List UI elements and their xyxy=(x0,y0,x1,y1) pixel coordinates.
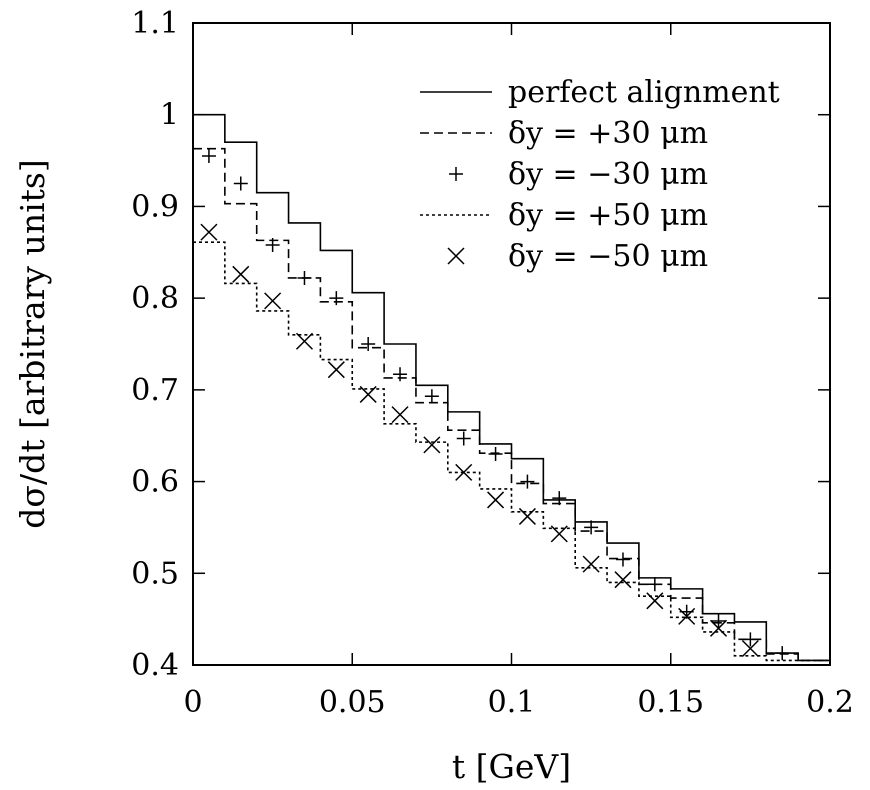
y-axis-label: dσ/dt [arbitrary units] xyxy=(13,159,52,528)
data-point xyxy=(201,148,216,163)
y-tick-label: 1.1 xyxy=(131,6,179,41)
y-tick-label: 0.7 xyxy=(131,373,179,408)
legend: perfect alignment δy = +30 μm δy = −30 μm δ… xyxy=(420,75,780,274)
x-tick-label: 0 xyxy=(183,685,202,720)
data-point xyxy=(552,491,567,506)
series-3 xyxy=(201,148,790,661)
data-point xyxy=(775,646,790,661)
y-tick-label: 0.8 xyxy=(131,281,179,316)
series-1 xyxy=(193,113,830,662)
data-point xyxy=(265,237,280,252)
data-point xyxy=(743,632,758,647)
x-tick-label: 0.1 xyxy=(488,685,536,720)
legend-label: δy = −50 μm xyxy=(508,239,708,274)
data-point xyxy=(359,385,377,403)
legend-entry: δy = +30 μm xyxy=(420,116,708,151)
x-tick-label: 0.2 xyxy=(806,685,854,720)
series-4 xyxy=(193,241,830,662)
legend-label: δy = +50 μm xyxy=(508,198,708,233)
data-point xyxy=(327,361,345,379)
data-point xyxy=(361,337,376,351)
data-point xyxy=(232,265,250,283)
data-point xyxy=(584,520,599,535)
data-point xyxy=(393,367,408,382)
y-tick-label: 0.4 xyxy=(131,648,179,683)
data-point xyxy=(741,639,759,658)
y-tick-label: 0.6 xyxy=(131,465,179,500)
legend-marker-swatch xyxy=(447,247,465,265)
legend-marker-swatch xyxy=(449,167,463,181)
data-point xyxy=(423,436,441,454)
data-point xyxy=(614,571,632,589)
x-tick-label: 0.05 xyxy=(319,685,386,720)
series-step-line xyxy=(193,241,830,662)
legend-entry: δy = +50 μm xyxy=(420,198,708,233)
data-point xyxy=(297,270,312,285)
data-point xyxy=(200,223,218,241)
data-point xyxy=(582,555,600,573)
series-step-line xyxy=(193,113,830,662)
data-point xyxy=(647,577,662,592)
data-point xyxy=(488,447,503,462)
legend-entry: δy = −50 μm xyxy=(447,239,708,274)
legend-label: δy = +30 μm xyxy=(508,116,708,151)
y-tick-label: 1 xyxy=(160,98,179,133)
data-point xyxy=(520,474,535,489)
series-5 xyxy=(200,223,759,658)
x-axis-label: t [GeV] xyxy=(452,747,571,786)
data-point xyxy=(646,592,664,610)
data-point xyxy=(233,176,248,191)
legend-label: δy = −30 μm xyxy=(508,157,708,192)
data-point xyxy=(518,507,536,525)
legend-label: perfect alignment xyxy=(508,75,780,110)
axis-ticks: 0 0.05 0.1 0.15 0.2 0.4 0.5 0.6 0.7 0.8 0.9 1 1.1 xyxy=(131,6,854,720)
legend-entry: δy = −30 μm xyxy=(449,157,708,192)
legend-entry: perfect alignment xyxy=(420,75,780,110)
data-point xyxy=(456,431,471,446)
data-point xyxy=(709,619,728,637)
data-point xyxy=(615,552,630,567)
data-point xyxy=(550,525,568,543)
data-point xyxy=(264,292,282,310)
data-point xyxy=(487,491,505,509)
y-tick-label: 0.5 xyxy=(131,556,179,591)
data-point xyxy=(424,389,439,404)
x-tick-label: 0.15 xyxy=(637,685,704,720)
data-point xyxy=(678,607,696,625)
data-point xyxy=(329,291,344,306)
data-point xyxy=(711,613,726,628)
plot-marks xyxy=(193,113,830,662)
data-point xyxy=(455,463,473,481)
y-tick-label: 0.9 xyxy=(131,189,179,224)
data-point xyxy=(295,332,314,350)
data-point xyxy=(391,406,409,424)
